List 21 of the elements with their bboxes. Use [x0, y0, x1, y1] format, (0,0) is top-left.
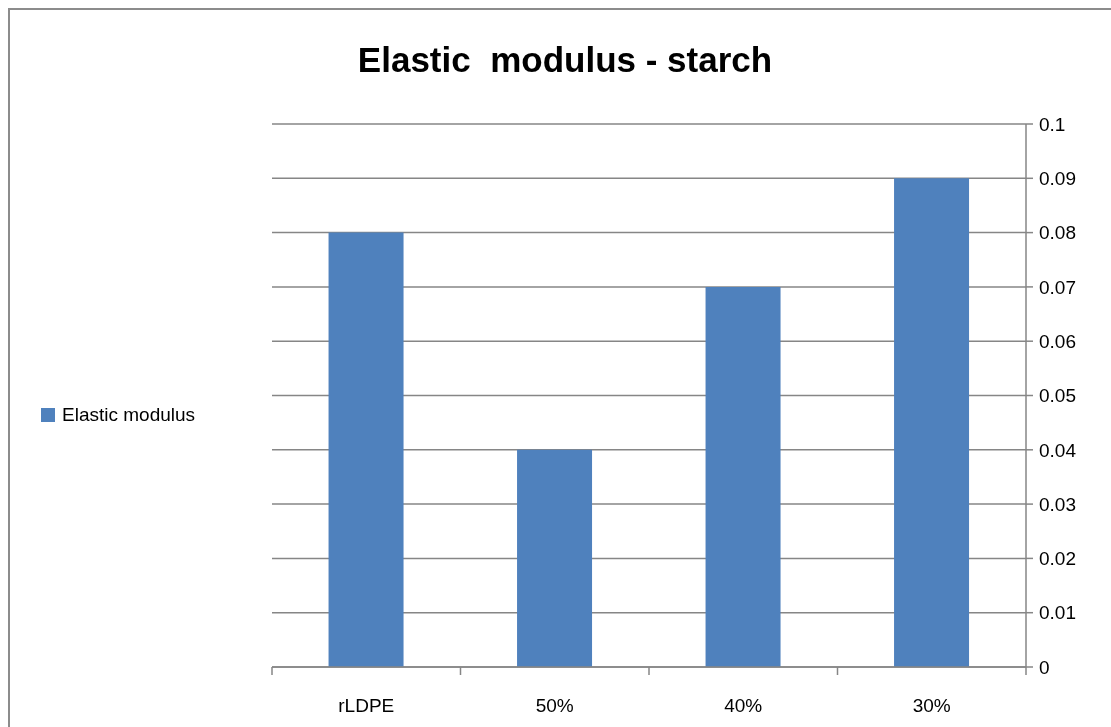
x-tick-label: 30%: [912, 694, 951, 716]
y-tick-label: 0.03: [1039, 493, 1076, 515]
y-tick-label: 0.02: [1039, 548, 1076, 570]
y-tick-label: 0.05: [1039, 385, 1076, 407]
x-tick-label: 50%: [535, 694, 574, 716]
y-tick-label: 0.04: [1039, 439, 1077, 461]
y-tick-label: 0: [1039, 656, 1050, 678]
y-tick-label: 0.06: [1039, 330, 1076, 352]
x-tick-label: rLDPE: [338, 694, 395, 716]
y-tick-label: 0.07: [1039, 276, 1076, 298]
bar: [328, 232, 404, 667]
bar: [705, 286, 781, 667]
bar: [517, 449, 593, 667]
y-tick-label: 0.01: [1039, 602, 1076, 624]
y-tick-label: 0.1: [1039, 113, 1066, 135]
x-tick-label: 40%: [724, 694, 763, 716]
bar: [894, 178, 970, 667]
y-tick-label: 0.09: [1039, 168, 1076, 190]
chart-title: Elastic modulus - starch: [356, 40, 774, 80]
y-tick-label: 0.08: [1039, 222, 1076, 244]
legend-label: Elastic modulus: [62, 404, 196, 426]
